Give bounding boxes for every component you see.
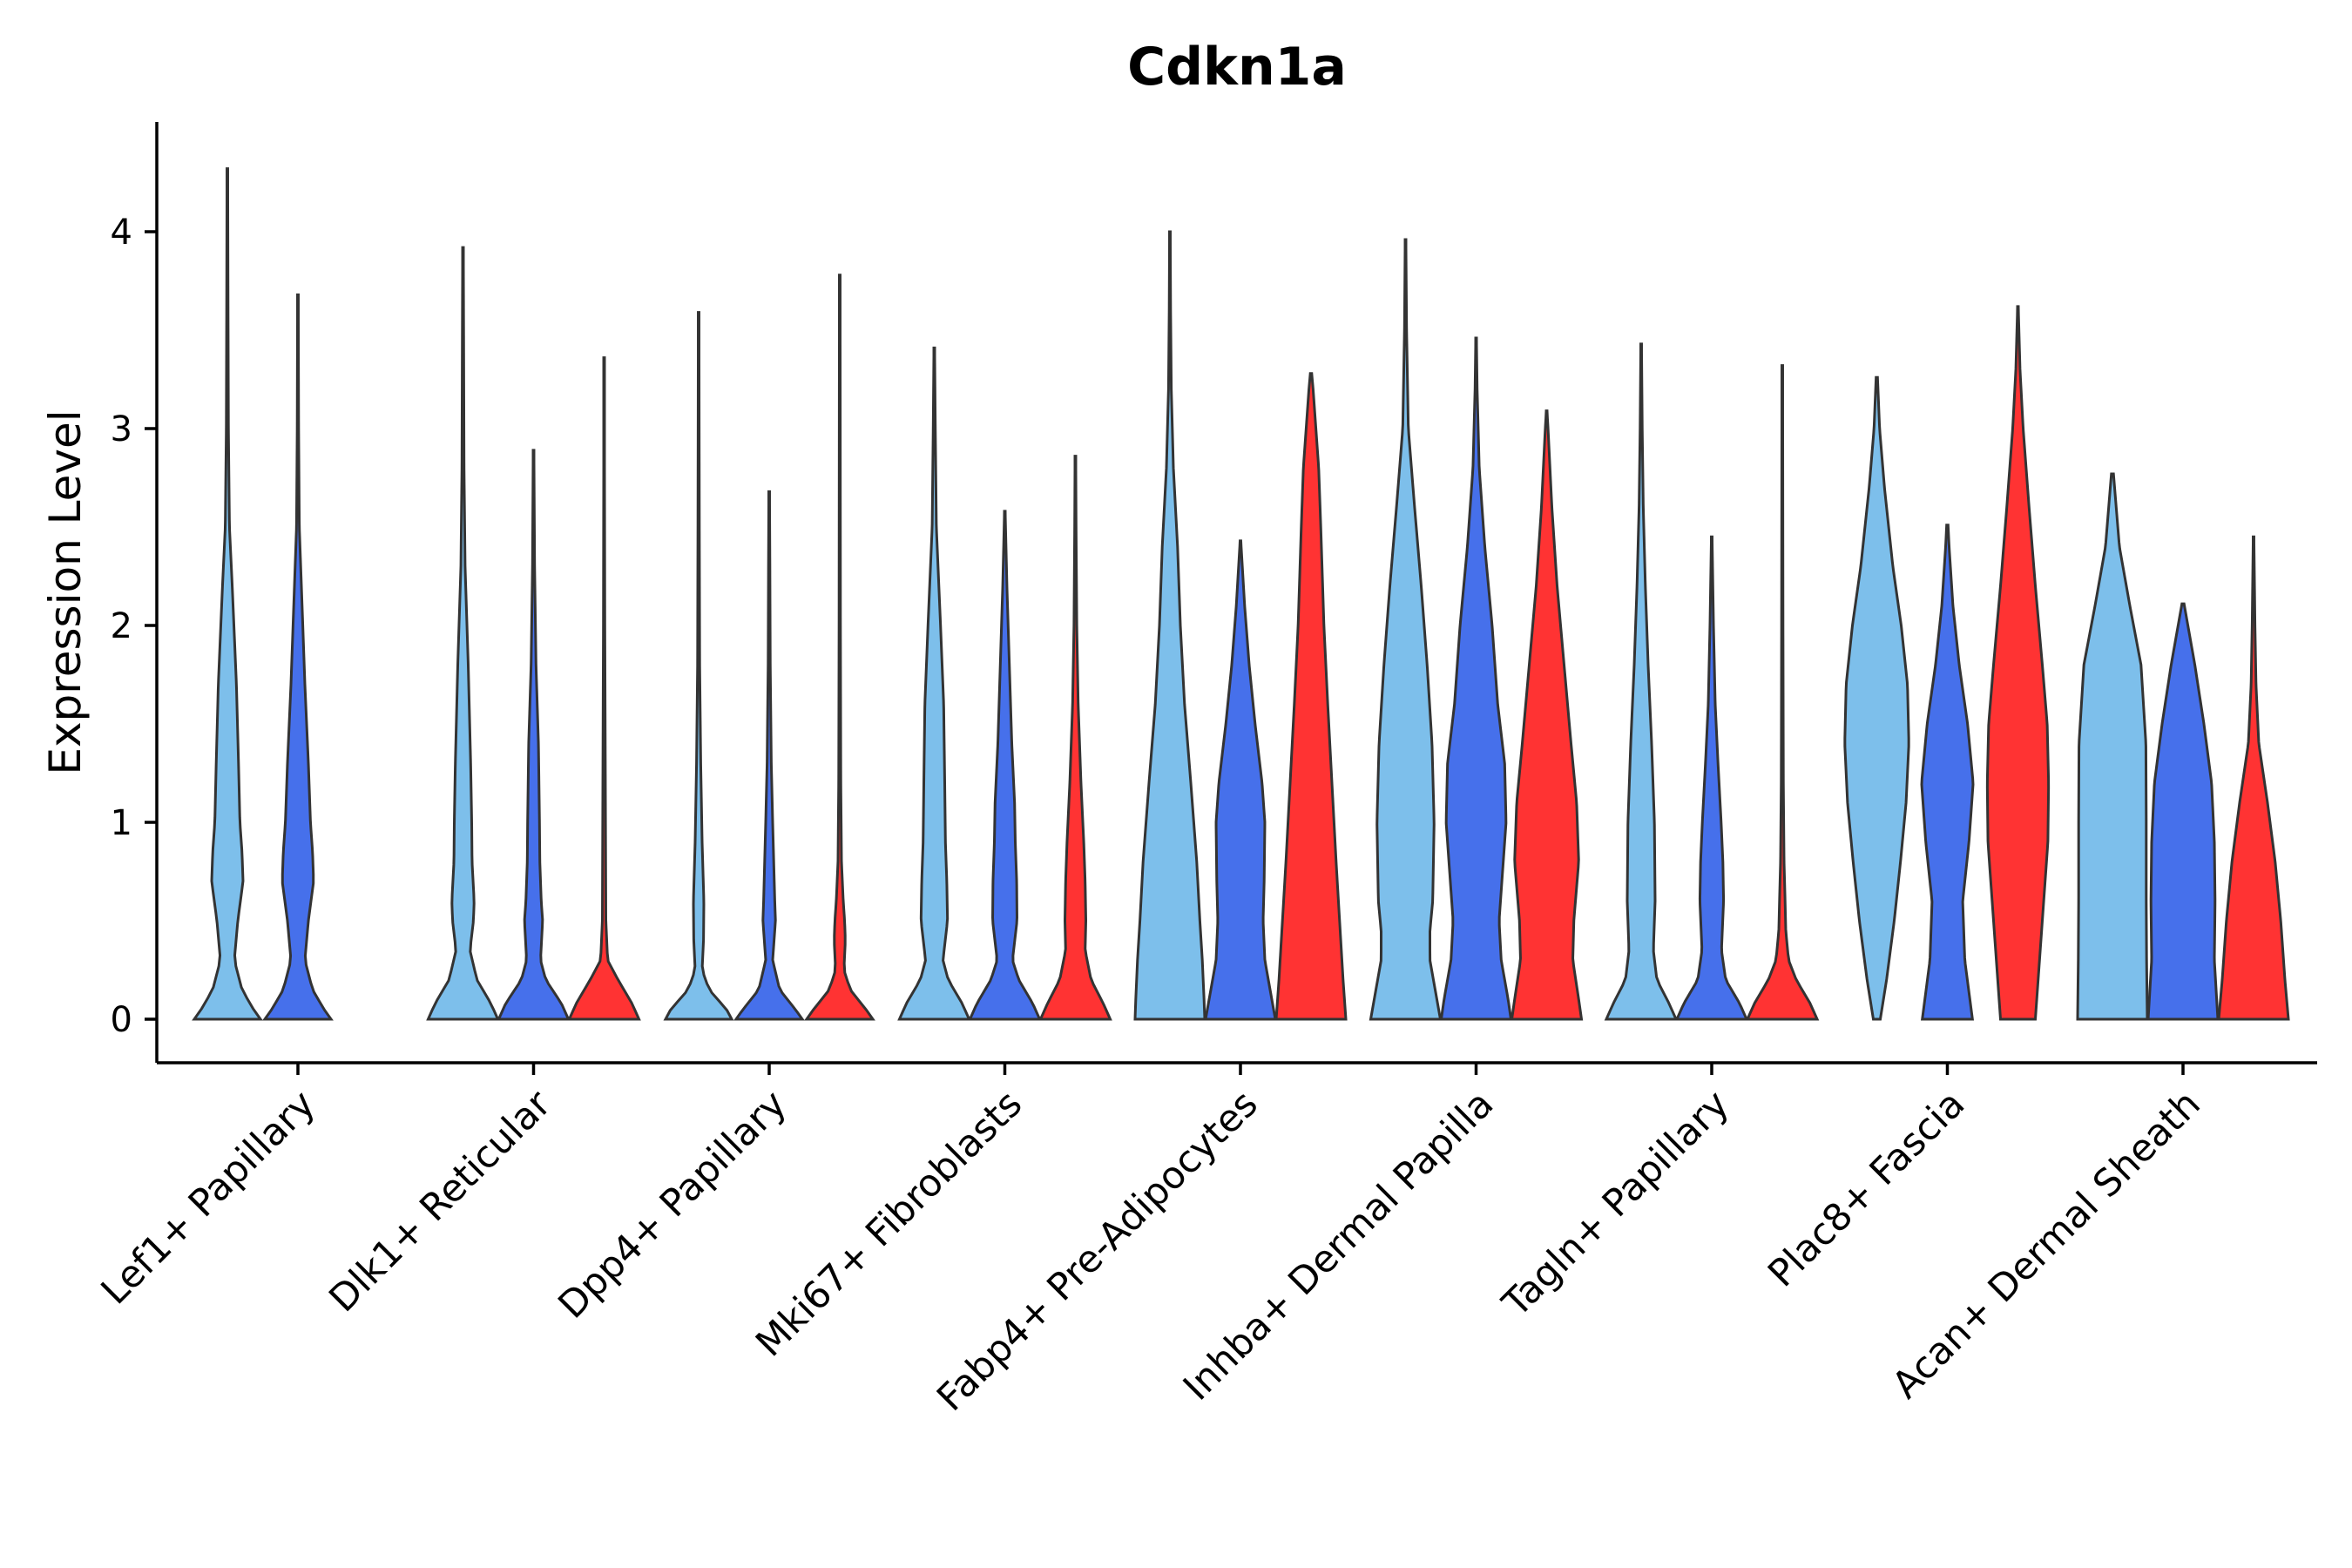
violin-fabp4-pre-adipocytes-s1 [1204, 539, 1277, 1021]
violin-acan-dermal-sheath-s0 [2076, 472, 2149, 1021]
violin-plac8-fascia-s0 [1843, 375, 1910, 1021]
y-tick-label: 1 [111, 803, 132, 843]
violin-dpp4-papillary-s1 [733, 490, 805, 1021]
y-tick-label: 4 [111, 213, 132, 253]
violins-group [192, 167, 2290, 1021]
y-ticks: 0 1 2 3 4 [111, 213, 157, 1040]
x-tick-label: Plac8+ Fascia [1760, 1082, 1973, 1295]
violin-mki67-fibroblasts-s2 [1038, 455, 1112, 1021]
y-tick-label: 0 [111, 1000, 132, 1040]
x-tick-label: Lef1+ Papillary [93, 1082, 324, 1313]
violin-dpp4-papillary-s2 [804, 274, 875, 1021]
violin-fabp4-pre-adipocytes-s2 [1274, 372, 1348, 1021]
violin-mki67-fibroblasts-s1 [968, 510, 1042, 1021]
violin-dpp4-papillary-s0 [663, 311, 734, 1021]
x-tick-label: Mki67+ Fibroblasts [747, 1082, 1031, 1365]
violin-fabp4-pre-adipocytes-s0 [1133, 230, 1206, 1021]
violin-lef1-papillary-s1 [262, 293, 334, 1021]
y-axis-title: Expression Level [40, 409, 91, 774]
violin-tagln-papillary-s0 [1604, 342, 1679, 1021]
x-tick-label: Tagln+ Papillary [1494, 1082, 1738, 1326]
violin-tagln-papillary-s1 [1674, 535, 1749, 1021]
violin-inhba-dermal-papilla-s0 [1369, 238, 1443, 1021]
violin-dlk1-reticular-s2 [567, 356, 641, 1021]
violin-plac8-fascia-s2 [1985, 305, 2051, 1021]
violin-lef1-papillary-s0 [192, 167, 263, 1021]
y-tick-label: 3 [111, 409, 132, 449]
violin-acan-dermal-sheath-s2 [2217, 535, 2290, 1021]
chart-title: Cdkn1a [1127, 37, 1347, 98]
violin-mki67-fibroblasts-s0 [897, 346, 971, 1021]
violin-plac8-fascia-s1 [1920, 524, 1975, 1021]
violin-inhba-dermal-papilla-s2 [1510, 409, 1584, 1021]
violin-dlk1-reticular-s0 [426, 246, 500, 1021]
violin-dlk1-reticular-s1 [497, 449, 571, 1021]
violin-inhba-dermal-papilla-s1 [1439, 336, 1513, 1021]
x-tick-label: Dlk1+ Reticular [321, 1082, 560, 1321]
y-tick-label: 2 [111, 606, 132, 646]
x-tick-label: Dpp4+ Papillary [551, 1082, 795, 1327]
violin-acan-dermal-sheath-s1 [2146, 602, 2220, 1021]
violin-tagln-papillary-s2 [1745, 364, 1820, 1021]
